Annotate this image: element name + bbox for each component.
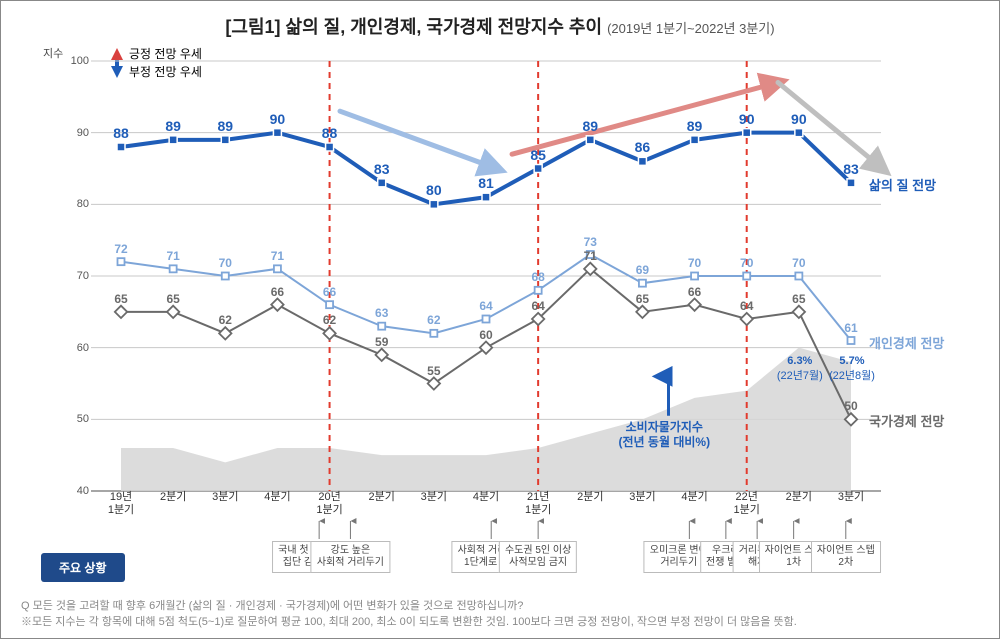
data-label: 70 xyxy=(740,256,753,270)
data-label: 88 xyxy=(113,125,129,141)
series-end-label: 국가경제 전망 xyxy=(869,411,944,430)
events-band-title: 주요 상황 xyxy=(41,553,125,582)
data-label: 60 xyxy=(479,328,492,342)
event-annotation: 강도 높은사회적 거리두기 xyxy=(311,541,390,573)
data-label: 89 xyxy=(217,118,233,134)
x-tick-label: 2분기 xyxy=(160,491,186,504)
data-label: 65 xyxy=(636,292,649,306)
x-tick-label: 3분기 xyxy=(629,491,655,504)
data-label: 71 xyxy=(271,249,284,263)
data-label: 64 xyxy=(740,299,753,313)
data-label: 65 xyxy=(166,292,179,306)
data-label: 80 xyxy=(426,182,442,198)
data-label: 90 xyxy=(739,111,755,127)
x-tick-label: 22년 1분기 xyxy=(734,491,760,517)
data-label: 66 xyxy=(271,285,284,299)
data-label: 66 xyxy=(688,285,701,299)
x-tick-label: 2분기 xyxy=(577,491,603,504)
cpi-label: 소비자물가지수(전년 동월 대비%) xyxy=(619,420,711,450)
arrow-up-icon xyxy=(111,48,123,60)
data-label: 50 xyxy=(844,399,857,413)
data-label: 59 xyxy=(375,335,388,349)
x-tick-label: 4분기 xyxy=(681,491,707,504)
event-annotation: 수도권 5인 이상사적모임 금지 xyxy=(499,541,577,573)
plot-svg xyxy=(91,61,881,491)
series-end-label: 삶의 질 전망 xyxy=(869,175,936,194)
data-label: 65 xyxy=(792,292,805,306)
cpi-note: 6.3%(22년7월) xyxy=(777,355,823,383)
footnote: Q 모든 것을 고려할 때 향후 6개월간 (삶의 질 · 개인경제 · 국가경… xyxy=(21,598,979,630)
data-label: 72 xyxy=(114,242,127,256)
x-tick-label: 19년 1분기 xyxy=(108,491,134,517)
data-label: 85 xyxy=(530,147,546,163)
data-label: 61 xyxy=(844,321,857,335)
y-axis-title: 지수 xyxy=(43,45,63,61)
data-label: 70 xyxy=(688,256,701,270)
x-tick-label: 3분기 xyxy=(838,491,864,504)
data-label: 81 xyxy=(478,175,494,191)
data-label: 68 xyxy=(531,270,544,284)
data-label: 64 xyxy=(479,299,492,313)
data-label: 86 xyxy=(635,139,651,155)
data-label: 66 xyxy=(323,285,336,299)
x-tick-label: 2분기 xyxy=(786,491,812,504)
data-label: 90 xyxy=(270,111,286,127)
chart-title: [그림1] 삶의 질, 개인경제, 국가경제 전망지수 추이 (2019년 1분… xyxy=(1,1,999,39)
footnote-note: ※모든 지수는 각 항목에 대해 5점 척도(5~1)로 질문하여 평균 100… xyxy=(21,614,979,630)
series-end-label: 개인경제 전망 xyxy=(869,333,944,352)
data-label: 70 xyxy=(792,256,805,270)
data-label: 83 xyxy=(843,161,859,177)
x-tick-label: 3분기 xyxy=(421,491,447,504)
data-label: 90 xyxy=(791,111,807,127)
data-label: 69 xyxy=(636,263,649,277)
x-tick-label: 20년 1분기 xyxy=(316,491,342,517)
title-sub: (2019년 1분기~2022년 3분기) xyxy=(607,21,775,36)
data-label: 83 xyxy=(374,161,390,177)
footnote-q: Q 모든 것을 고려할 때 향후 6개월간 (삶의 질 · 개인경제 · 국가경… xyxy=(21,598,979,614)
x-tick-label: 3분기 xyxy=(212,491,238,504)
data-label: 70 xyxy=(219,256,232,270)
data-label: 71 xyxy=(584,249,597,263)
y-axis: 405060708090100 xyxy=(39,61,89,491)
x-tick-label: 2분기 xyxy=(369,491,395,504)
data-label: 73 xyxy=(584,235,597,249)
data-label: 62 xyxy=(219,313,232,327)
data-label: 71 xyxy=(166,249,179,263)
cpi-note: 5.7%(22년8월) xyxy=(829,355,875,383)
plot-area xyxy=(91,61,881,491)
data-label: 89 xyxy=(582,118,598,134)
chart-container: [그림1] 삶의 질, 개인경제, 국가경제 전망지수 추이 (2019년 1분… xyxy=(0,0,1000,639)
data-label: 62 xyxy=(323,313,336,327)
x-tick-label: 4분기 xyxy=(473,491,499,504)
event-annotation: 자이언트 스텝2차 xyxy=(811,541,881,573)
data-label: 88 xyxy=(322,125,338,141)
data-label: 89 xyxy=(165,118,181,134)
x-tick-label: 21년 1분기 xyxy=(525,491,551,517)
data-label: 62 xyxy=(427,313,440,327)
data-label: 63 xyxy=(375,306,388,320)
x-tick-label: 4분기 xyxy=(264,491,290,504)
data-label: 55 xyxy=(427,364,440,378)
data-label: 65 xyxy=(114,292,127,306)
data-label: 89 xyxy=(687,118,703,134)
title-main: [그림1] 삶의 질, 개인경제, 국가경제 전망지수 추이 xyxy=(225,17,602,37)
data-label: 64 xyxy=(531,299,544,313)
